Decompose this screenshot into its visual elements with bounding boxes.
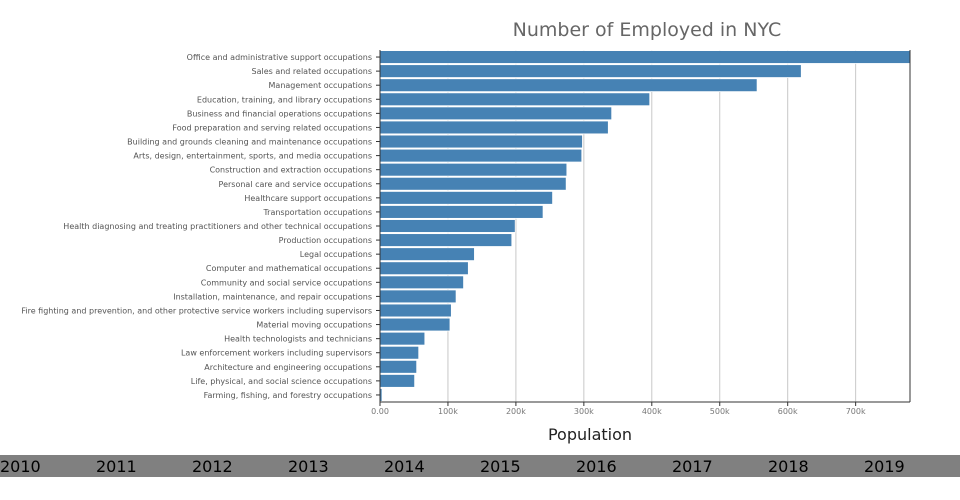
category-label-10: Personal care and service occupations: [219, 180, 372, 189]
category-label-11: Healthcare support occupations: [244, 194, 372, 203]
bar-4: [379, 92, 651, 107]
category-label-5: Business and financial operations occupa…: [187, 109, 372, 118]
x-tick-label-0: 0.00: [371, 407, 389, 416]
x-tick-label-3: 300k: [574, 407, 594, 416]
timeline-year-2014[interactable]: 2014: [384, 457, 425, 476]
timeline-year-2010[interactable]: 2010: [0, 457, 41, 476]
bar-12: [379, 205, 544, 219]
category-label-21: Health technologists and technicians: [224, 335, 372, 344]
x-tick-label-1: 100k: [438, 407, 458, 416]
bar-8: [379, 148, 583, 163]
bar-7: [379, 134, 583, 149]
bar-11: [379, 190, 553, 205]
category-label-16: Computer and mathematical occupations: [206, 264, 372, 273]
bar-21: [379, 331, 426, 346]
timeline-year-2015[interactable]: 2015: [480, 457, 521, 476]
bar-chart: Number of Employed in NYC Office and adm…: [21, 19, 911, 444]
bar-3: [379, 78, 758, 93]
category-label-14: Production occupations: [279, 236, 372, 245]
category-label-2: Sales and related occupations: [251, 67, 372, 76]
bar-6: [379, 120, 609, 135]
x-tick-label-5: 500k: [710, 407, 730, 416]
bar-24: [379, 374, 416, 388]
category-label-12: Transportation occupations: [262, 208, 372, 217]
x-axis-label: Population: [548, 425, 632, 444]
bar-14: [379, 233, 513, 247]
category-label-18: Installation, maintenance, and repair oc…: [173, 292, 372, 301]
chart-title: Number of Employed in NYC: [513, 19, 782, 41]
category-label-3: Management occupations: [269, 81, 372, 90]
category-label-8: Arts, design, entertainment, sports, and…: [133, 152, 372, 161]
category-label-24: Life, physical, and social science occup…: [191, 377, 372, 386]
x-tick-label-6: 600k: [778, 407, 798, 416]
category-label-4: Education, training, and library occupat…: [197, 95, 372, 104]
bar-2: [379, 64, 802, 78]
bar-22: [379, 345, 420, 360]
category-label-13: Health diagnosing and treating practitio…: [63, 222, 372, 231]
category-label-7: Building and grounds cleaning and mainte…: [127, 138, 372, 147]
category-label-15: Legal occupations: [300, 250, 372, 259]
category-label-1: Office and administrative support occupa…: [187, 53, 372, 62]
category-label-25: Farming, fishing, and forestry occupatio…: [204, 391, 372, 400]
year-timeline: 2010 2011 2012 2013 2014 2015 2016 2017 2018 2019: [0, 455, 960, 477]
x-tick-label-7: 700k: [846, 407, 866, 416]
category-labels: Office and administrative support occupa…: [21, 53, 372, 400]
bar-17: [379, 275, 464, 290]
bar-5: [379, 106, 613, 121]
timeline-year-2019[interactable]: 2019: [864, 457, 905, 476]
timeline-year-2012[interactable]: 2012: [192, 457, 233, 476]
category-label-17: Community and social service occupations: [201, 278, 372, 287]
x-tick-label-2: 200k: [506, 407, 526, 416]
category-label-9: Construction and extraction occupations: [210, 166, 372, 175]
bar-10: [379, 176, 567, 191]
bar-19: [379, 303, 452, 318]
category-label-20: Material moving occupations: [256, 321, 372, 330]
bar-1: [379, 50, 911, 64]
bar-16: [379, 261, 469, 276]
timeline-year-2013[interactable]: 2013: [288, 457, 329, 476]
bar-18: [379, 289, 457, 304]
timeline-year-2016[interactable]: 2016: [576, 457, 617, 476]
category-label-19: Fire fighting and prevention, and other …: [21, 306, 372, 315]
bars: [379, 50, 911, 402]
bar-13: [379, 219, 516, 233]
category-label-6: Food preparation and serving related occ…: [172, 123, 372, 132]
timeline-year-2018[interactable]: 2018: [768, 457, 809, 476]
bar-20: [379, 317, 451, 332]
category-label-22: Law enforcement workers including superv…: [181, 349, 372, 358]
x-tick-label-4: 400k: [642, 407, 662, 416]
bar-23: [379, 359, 418, 374]
timeline-year-2011[interactable]: 2011: [96, 457, 137, 476]
timeline-year-2017[interactable]: 2017: [672, 457, 713, 476]
axes: 0.00 100k 200k 300k 400k 500k 600k 700k: [371, 50, 911, 416]
bar-15: [379, 247, 475, 262]
bar-9: [379, 162, 568, 177]
category-label-23: Architecture and engineering occupations: [204, 363, 372, 372]
